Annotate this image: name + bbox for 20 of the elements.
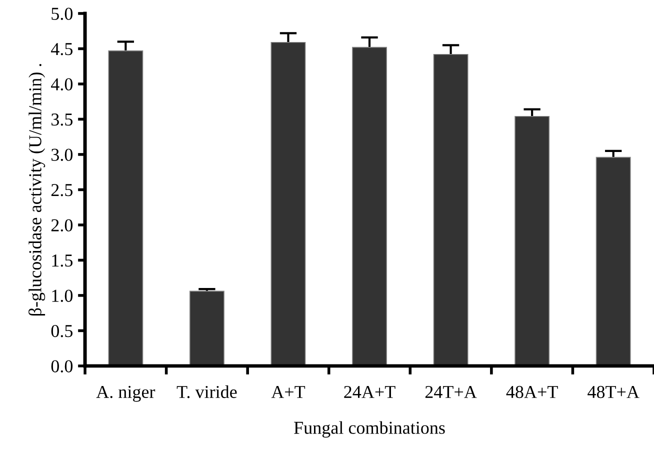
y-tick-label: 5.0 bbox=[52, 8, 73, 20]
x-tick-label: A. niger bbox=[96, 386, 156, 402]
y-tick-label: 1.0 bbox=[52, 290, 73, 302]
y-tick-label: 3.5 bbox=[52, 114, 73, 126]
x-axis-title: Fungal combinations bbox=[294, 421, 445, 438]
y-tick-label: 0.5 bbox=[51, 324, 73, 338]
y-tick-label: 2.0 bbox=[51, 219, 73, 232]
y-tick-label: 2.5 bbox=[51, 184, 73, 196]
x-tick-label: 24T+A bbox=[425, 386, 477, 398]
y-tick-label: 1.5 bbox=[52, 254, 73, 267]
x-tick-label: T. viride bbox=[176, 385, 237, 398]
x-tick-label: 48A+T bbox=[506, 386, 558, 398]
y-axis-title: β-glucosidase activity (U/ml/min) . bbox=[28, 64, 46, 316]
x-tick-label: 48T+A bbox=[588, 386, 640, 398]
y-tick-label: 3.0 bbox=[52, 148, 73, 161]
x-tick-label: 24A+T bbox=[344, 386, 396, 398]
y-tick-label: 0.0 bbox=[51, 360, 73, 372]
x-tick-label: A+T bbox=[271, 386, 306, 398]
y-tick-label: 4.5 bbox=[51, 43, 73, 56]
y-tick-label: 4.0 bbox=[51, 78, 73, 90]
